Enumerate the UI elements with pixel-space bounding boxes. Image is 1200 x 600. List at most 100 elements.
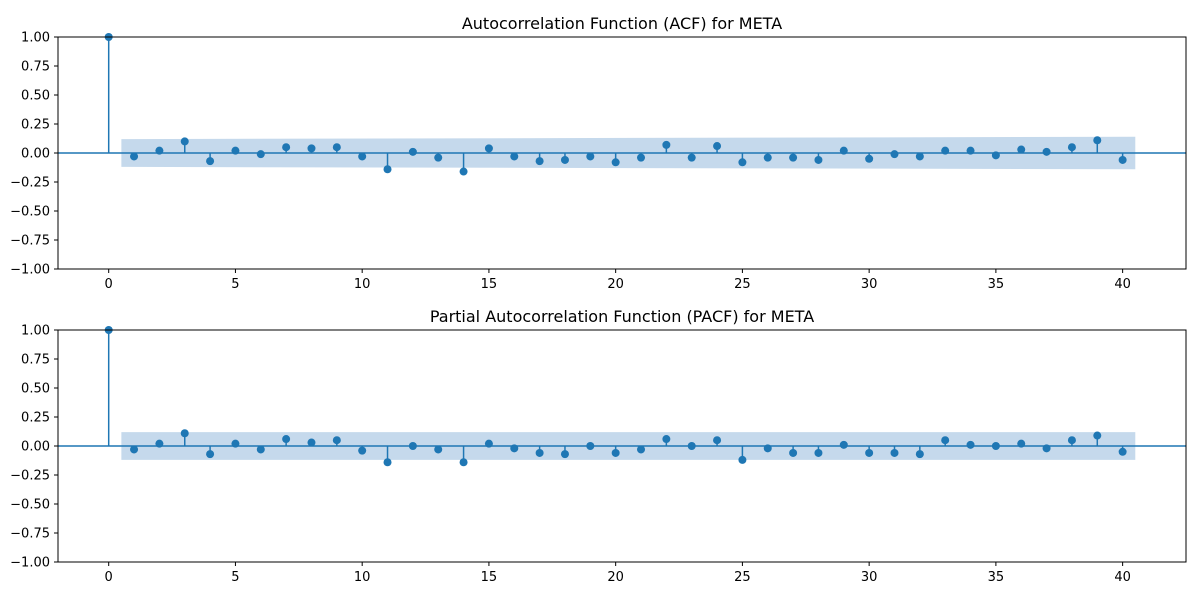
acf-marker-lag-9 [332,143,341,152]
acf-marker-lag-20 [611,158,620,167]
acf-xtick-label: 25 [734,277,751,292]
pacf-marker-lag-14 [459,458,468,467]
acf-ytick-label: −1.00 [10,263,50,278]
pacf-marker-lag-9 [332,436,341,445]
acf-marker-lag-27 [789,153,798,162]
pacf-marker-lag-18 [560,450,569,459]
acf-marker-lag-31 [890,150,899,159]
acf-ytick-label: 0.50 [21,89,50,104]
pacf-ytick-label: −1.00 [10,556,50,571]
acf-ytick-label: 1.00 [21,31,50,46]
acf-marker-lag-10 [358,152,367,161]
pacf-title: Partial Autocorrelation Function (PACF) … [430,307,814,326]
acf-marker-lag-12 [408,147,417,156]
pacf-marker-lag-27 [789,448,798,457]
pacf-xtick-label: 5 [231,570,239,585]
pacf-marker-lag-25 [738,455,747,464]
pacf-marker-lag-21 [637,445,646,454]
acf-ytick-label: 0.00 [21,147,50,162]
acf-xtick-label: 30 [861,277,878,292]
acf-marker-lag-17 [535,157,544,166]
acf-marker-lag-11 [383,165,392,174]
acf-marker-lag-39 [1093,136,1102,145]
acf-ytick-label: −0.25 [10,176,50,191]
pacf-marker-lag-38 [1067,436,1076,445]
acf-marker-lag-30 [865,154,874,163]
pacf-ytick-label: 0.25 [21,411,50,426]
acf-xtick-label: 0 [105,277,113,292]
pacf-marker-lag-17 [535,448,544,457]
pacf-marker-lag-11 [383,458,392,467]
acf-marker-lag-3 [180,137,189,146]
acf-marker-lag-4 [206,157,215,166]
acf-marker-lag-8 [307,144,316,153]
pacf-marker-lag-23 [687,442,696,450]
acf-marker-lag-24 [713,142,722,151]
acf-marker-lag-37 [1042,147,1051,156]
pacf-marker-lag-36 [1017,439,1026,448]
acf-marker-lag-19 [586,152,595,161]
acf-marker-lag-6 [256,150,265,159]
pacf-marker-lag-16 [510,444,519,453]
pacf-ytick-label: 0.00 [21,440,50,455]
pacf-marker-lag-5 [231,439,240,448]
pacf-marker-lag-40 [1118,447,1127,456]
acf-ytick-label: 0.25 [21,118,50,133]
acf-marker-lag-25 [738,158,747,167]
acf-title: Autocorrelation Function (ACF) for META [462,14,782,33]
pacf-ytick-label: −0.50 [10,498,50,513]
pacf-marker-lag-19 [586,442,595,450]
pacf-marker-lag-13 [434,445,443,454]
acf-marker-lag-33 [941,146,950,155]
pacf-marker-lag-4 [206,450,215,459]
acf-marker-lag-15 [484,144,493,153]
acf-xtick-label: 5 [231,277,239,292]
acf-xtick-label: 10 [354,277,371,292]
pacf-marker-lag-30 [865,448,874,457]
acf-marker-lag-26 [763,153,772,162]
pacf-ytick-label: 1.00 [21,324,50,339]
pacf-marker-lag-12 [408,442,417,450]
acf-ytick-label: −0.75 [10,234,50,249]
pacf-xtick-label: 20 [607,570,624,585]
pacf-marker-lag-22 [662,435,671,444]
pacf-marker-lag-32 [915,450,924,459]
acf-xtick-label: 35 [988,277,1005,292]
acf-marker-lag-29 [839,146,848,155]
acf-marker-lag-38 [1067,143,1076,152]
pacf-marker-lag-7 [282,435,291,444]
acf-marker-lag-40 [1118,155,1127,164]
pacf-marker-lag-29 [839,440,848,449]
pacf-ytick-label: 0.75 [21,353,50,368]
acf-marker-lag-23 [687,153,696,162]
pacf-xtick-label: 35 [988,570,1005,585]
pacf-marker-lag-37 [1042,444,1051,453]
pacf-xtick-label: 15 [481,570,498,585]
acf-ytick-label: 0.75 [21,60,50,75]
pacf-marker-lag-24 [713,436,722,445]
acf-xtick-label: 15 [481,277,498,292]
acf-marker-lag-32 [915,152,924,161]
acf-ytick-label: −0.50 [10,205,50,220]
pacf-marker-lag-35 [991,442,1000,450]
acf-marker-lag-28 [814,155,823,164]
acf-xtick-label: 40 [1114,277,1131,292]
pacf-marker-lag-39 [1093,431,1102,440]
acf-marker-lag-35 [991,151,1000,160]
pacf-marker-lag-6 [256,445,265,454]
pacf-marker-lag-10 [358,446,367,455]
pacf-marker-lag-8 [307,438,316,447]
pacf-marker-lag-15 [484,439,493,448]
pacf-marker-lag-20 [611,448,620,457]
acf-marker-lag-21 [637,153,646,162]
pacf-panel: Partial Autocorrelation Function (PACF) … [10,307,1187,585]
acf-xtick-label: 20 [607,277,624,292]
pacf-ytick-label: 0.50 [21,382,50,397]
pacf-marker-lag-26 [763,444,772,453]
acf-marker-lag-16 [510,152,519,161]
pacf-xtick-label: 25 [734,570,751,585]
acf-marker-lag-7 [282,143,291,152]
acf-marker-lag-14 [459,167,468,176]
pacf-marker-lag-2 [155,439,164,448]
